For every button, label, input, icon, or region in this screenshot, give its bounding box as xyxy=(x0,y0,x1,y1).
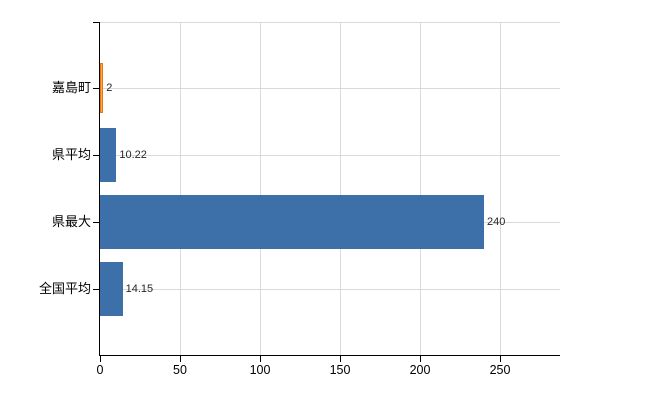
x-axis-tick xyxy=(100,356,101,362)
bar-県最大 xyxy=(100,195,484,249)
x-tick-label: 150 xyxy=(329,363,351,377)
bar-県平均 xyxy=(100,128,117,182)
bar-value-label: 10.22 xyxy=(119,149,147,161)
x-axis-tick xyxy=(420,356,421,362)
x-tick-label: 200 xyxy=(409,363,431,377)
x-axis-tick xyxy=(500,356,501,362)
category-tick xyxy=(93,155,99,156)
gridline-horizontal xyxy=(100,22,560,23)
gridline-vertical xyxy=(500,22,501,355)
x-axis-tick xyxy=(340,356,341,362)
category-tick xyxy=(93,88,99,89)
bar-全国平均 xyxy=(100,262,123,316)
x-axis-tick xyxy=(180,356,181,362)
bar-value-label: 2 xyxy=(106,82,113,94)
gridline-vertical xyxy=(260,22,261,355)
x-axis-tick xyxy=(260,356,261,362)
category-label-県平均: 県平均 xyxy=(51,147,91,162)
gridline-vertical xyxy=(180,22,181,355)
gridline-vertical xyxy=(340,22,341,355)
category-label-全国平均: 全国平均 xyxy=(38,281,91,296)
category-tick xyxy=(93,222,99,223)
gridline-horizontal xyxy=(100,155,560,156)
gridline-horizontal xyxy=(100,289,560,290)
x-axis-line xyxy=(99,355,560,356)
gridline-vertical xyxy=(420,22,421,355)
bar-嘉島町 xyxy=(100,63,104,113)
category-label-嘉島町: 嘉島町 xyxy=(51,80,91,95)
y-axis-line xyxy=(99,22,100,356)
bar-value-label: 240 xyxy=(487,216,506,228)
x-tick-label: 100 xyxy=(249,363,271,377)
x-tick-label: 0 xyxy=(96,363,104,377)
gridline-horizontal xyxy=(100,88,560,89)
category-tick xyxy=(93,289,99,290)
y-axis-top-tick xyxy=(93,22,99,23)
category-label-県最大: 県最大 xyxy=(51,214,91,229)
bar-value-label: 14.15 xyxy=(125,283,154,295)
x-tick-label: 250 xyxy=(489,363,511,377)
x-tick-label: 50 xyxy=(173,363,187,377)
